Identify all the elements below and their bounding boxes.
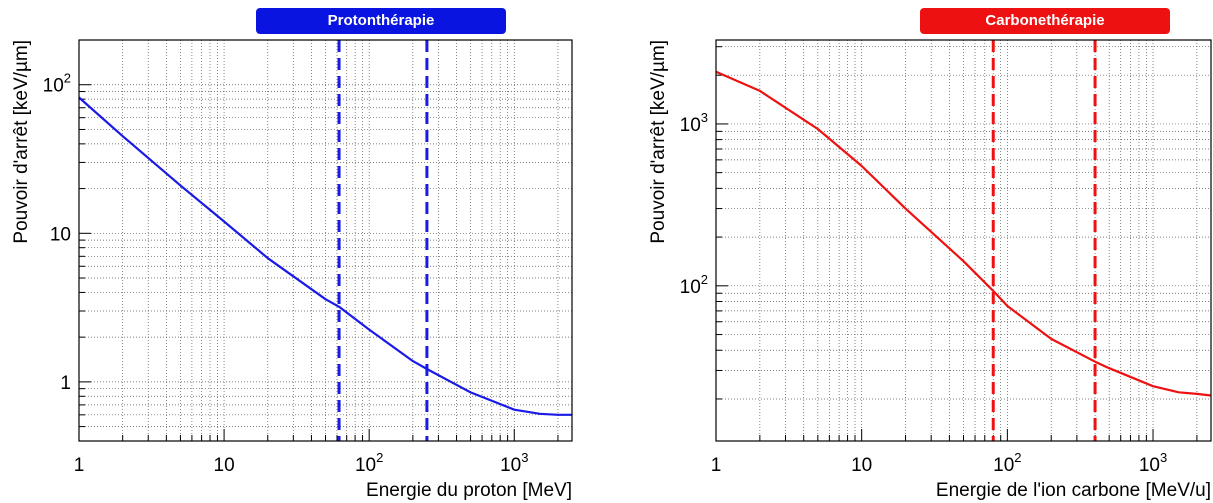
y-tick-label: 102 bbox=[43, 71, 71, 97]
x-tick-label: 102 bbox=[993, 450, 1021, 476]
chart-panel-1: 1 10 102 103 102 103 Energie de l'ion carbone … bbox=[648, 39, 1212, 501]
series-line-0 bbox=[715, 70, 1212, 397]
plot-frame bbox=[715, 39, 1212, 442]
y-tick-label: 1 bbox=[60, 373, 71, 394]
x-tick-label: 102 bbox=[355, 450, 383, 476]
x-tick-label: 103 bbox=[1139, 450, 1167, 476]
x-tick-label: 1 bbox=[711, 455, 722, 476]
x-tick-exponent: 3 bbox=[521, 450, 528, 465]
x-tick-exponent: 2 bbox=[376, 450, 383, 465]
y-axis-label: Pouvoir d'arrêt [keV/µm] bbox=[11, 40, 32, 244]
x-tick-exponent: 2 bbox=[1014, 450, 1021, 465]
y-axis-label: Pouvoir d'arrêt [keV/µm] bbox=[648, 40, 669, 244]
chart-title-proton: Protonthérapie bbox=[256, 8, 506, 34]
x-tick-exponent: 3 bbox=[1160, 450, 1167, 465]
plot-frame bbox=[78, 39, 573, 442]
x-tick-label: 103 bbox=[500, 450, 528, 476]
x-tick-label: 10 bbox=[851, 455, 872, 476]
x-axis-label: Energie du proton [MeV] bbox=[366, 480, 572, 501]
y-tick-label: 10 bbox=[50, 224, 71, 245]
x-tick-label: 10 bbox=[214, 455, 235, 476]
chart-panel-0: 1 10 102 103 1 10 102 Energie du proton [MeV] Po… bbox=[11, 39, 573, 501]
y-tick-label: 102 bbox=[680, 272, 708, 298]
y-tick-exponent: 3 bbox=[701, 110, 708, 125]
chart-title-carbon: Carbonethérapie bbox=[920, 8, 1170, 34]
y-tick-exponent: 2 bbox=[701, 272, 708, 287]
series-line-0 bbox=[78, 96, 572, 416]
x-axis-label: Energie de l'ion carbone [MeV/u] bbox=[936, 480, 1211, 501]
y-tick-label: 103 bbox=[680, 110, 708, 136]
y-tick-exponent: 2 bbox=[64, 71, 71, 86]
x-tick-label: 1 bbox=[74, 455, 85, 476]
